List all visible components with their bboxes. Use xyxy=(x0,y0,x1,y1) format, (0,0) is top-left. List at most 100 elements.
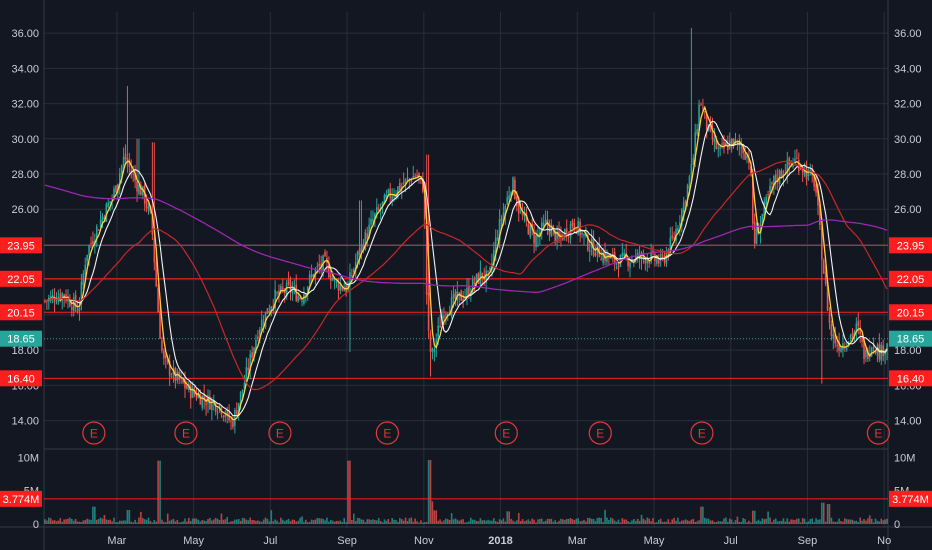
candle-body xyxy=(504,206,507,216)
volume-bar xyxy=(786,518,789,524)
candle-body xyxy=(556,231,558,242)
candle-body xyxy=(859,327,861,335)
volume-bar xyxy=(109,519,111,524)
candle-body xyxy=(792,165,794,167)
volume-bar xyxy=(445,518,447,524)
volume-bar xyxy=(94,506,96,524)
earnings-circle xyxy=(268,421,292,445)
volume-level-badge: 3.774M 3.774M xyxy=(0,490,932,507)
earnings-marker[interactable]: E xyxy=(866,421,891,445)
candle-body xyxy=(481,272,484,279)
candle-body xyxy=(372,219,374,222)
candle-body xyxy=(132,173,134,175)
price-level-badge-right-box xyxy=(889,304,932,321)
earnings-marker[interactable]: E xyxy=(588,421,612,445)
candle-body xyxy=(640,252,643,260)
volume-bar xyxy=(92,506,94,524)
candle-body xyxy=(644,258,647,264)
candle-body xyxy=(581,232,583,235)
candle-body xyxy=(535,235,537,247)
candle-body xyxy=(358,248,361,255)
price-level-badge: 20.15 20.15 xyxy=(0,304,932,321)
volume-bar xyxy=(646,517,649,524)
earnings-marker[interactable]: E xyxy=(82,421,106,445)
y-tick-label-left: 28.00 xyxy=(11,169,39,181)
candle-body xyxy=(845,347,848,350)
volume-bar xyxy=(623,519,626,524)
candle-body xyxy=(255,340,257,351)
volume-bar xyxy=(46,520,48,524)
candle-body xyxy=(748,158,750,164)
volume-bar xyxy=(525,520,528,524)
volume-bar xyxy=(439,519,441,524)
candle-body xyxy=(880,344,883,361)
volume-bar xyxy=(458,520,461,524)
candle-body xyxy=(232,420,234,428)
candle-body xyxy=(709,124,712,129)
price-level-badge-right-text: 22.05 xyxy=(897,274,925,286)
candle-body xyxy=(283,291,286,294)
candle-body xyxy=(165,355,167,359)
candle-body xyxy=(600,258,603,261)
candle-body xyxy=(867,350,869,360)
candle-body xyxy=(170,376,173,378)
candle-body xyxy=(72,297,75,312)
earnings-marker[interactable]: E xyxy=(268,421,292,445)
earnings-marker[interactable]: E xyxy=(174,421,198,445)
volume-bar xyxy=(619,522,622,524)
candle-body xyxy=(249,354,252,371)
candle-body xyxy=(161,340,163,351)
earnings-circle xyxy=(174,421,198,445)
volume-bar xyxy=(491,520,493,524)
volume-bar xyxy=(517,512,520,524)
candle-body xyxy=(753,221,756,244)
earnings-marker[interactable]: E xyxy=(375,421,399,445)
volume-bar xyxy=(249,517,252,524)
volume-bar xyxy=(504,521,507,524)
volume-bar xyxy=(886,518,888,524)
volume-bar xyxy=(857,521,860,524)
candle-body xyxy=(245,367,248,381)
volume-bar xyxy=(228,522,230,524)
volume-bar xyxy=(690,519,693,524)
volume-bar xyxy=(577,518,580,524)
x-tick-label: Jul xyxy=(724,535,738,547)
candle-body xyxy=(237,403,240,416)
volume-bar xyxy=(272,521,275,524)
volume-bar xyxy=(834,521,837,524)
candle-body xyxy=(433,349,436,353)
candle-body xyxy=(387,189,390,194)
price-level-badge-left-text: 23.95 xyxy=(7,240,35,252)
candle-body xyxy=(303,294,305,304)
earnings-marker[interactable]: E xyxy=(690,421,714,445)
price-level-badge-left-text: 16.40 xyxy=(7,373,35,385)
candle-body xyxy=(849,335,852,339)
volume-bar xyxy=(774,518,777,524)
candle-body xyxy=(594,253,597,256)
candle-body xyxy=(437,325,439,337)
volume-bar xyxy=(686,520,689,524)
candle-body xyxy=(383,194,386,204)
candle-body xyxy=(661,255,664,257)
volume-bar xyxy=(55,521,58,524)
volume-bar xyxy=(157,460,159,524)
earnings-marker[interactable]: E xyxy=(494,421,518,445)
candle-body xyxy=(475,274,478,283)
volume-bar xyxy=(759,521,762,524)
volume-bar xyxy=(301,516,303,524)
volume-bar xyxy=(625,519,627,524)
candle-body xyxy=(333,277,336,281)
volume-bar xyxy=(395,520,397,524)
candle-body xyxy=(251,352,253,358)
candle-body xyxy=(445,313,447,316)
candle-body xyxy=(306,286,309,295)
volume-bar xyxy=(370,519,372,524)
candle-body xyxy=(107,202,110,207)
volume-bar xyxy=(680,520,683,524)
candle-body xyxy=(199,394,202,405)
candle-body xyxy=(122,157,125,166)
candle-body xyxy=(742,145,744,154)
